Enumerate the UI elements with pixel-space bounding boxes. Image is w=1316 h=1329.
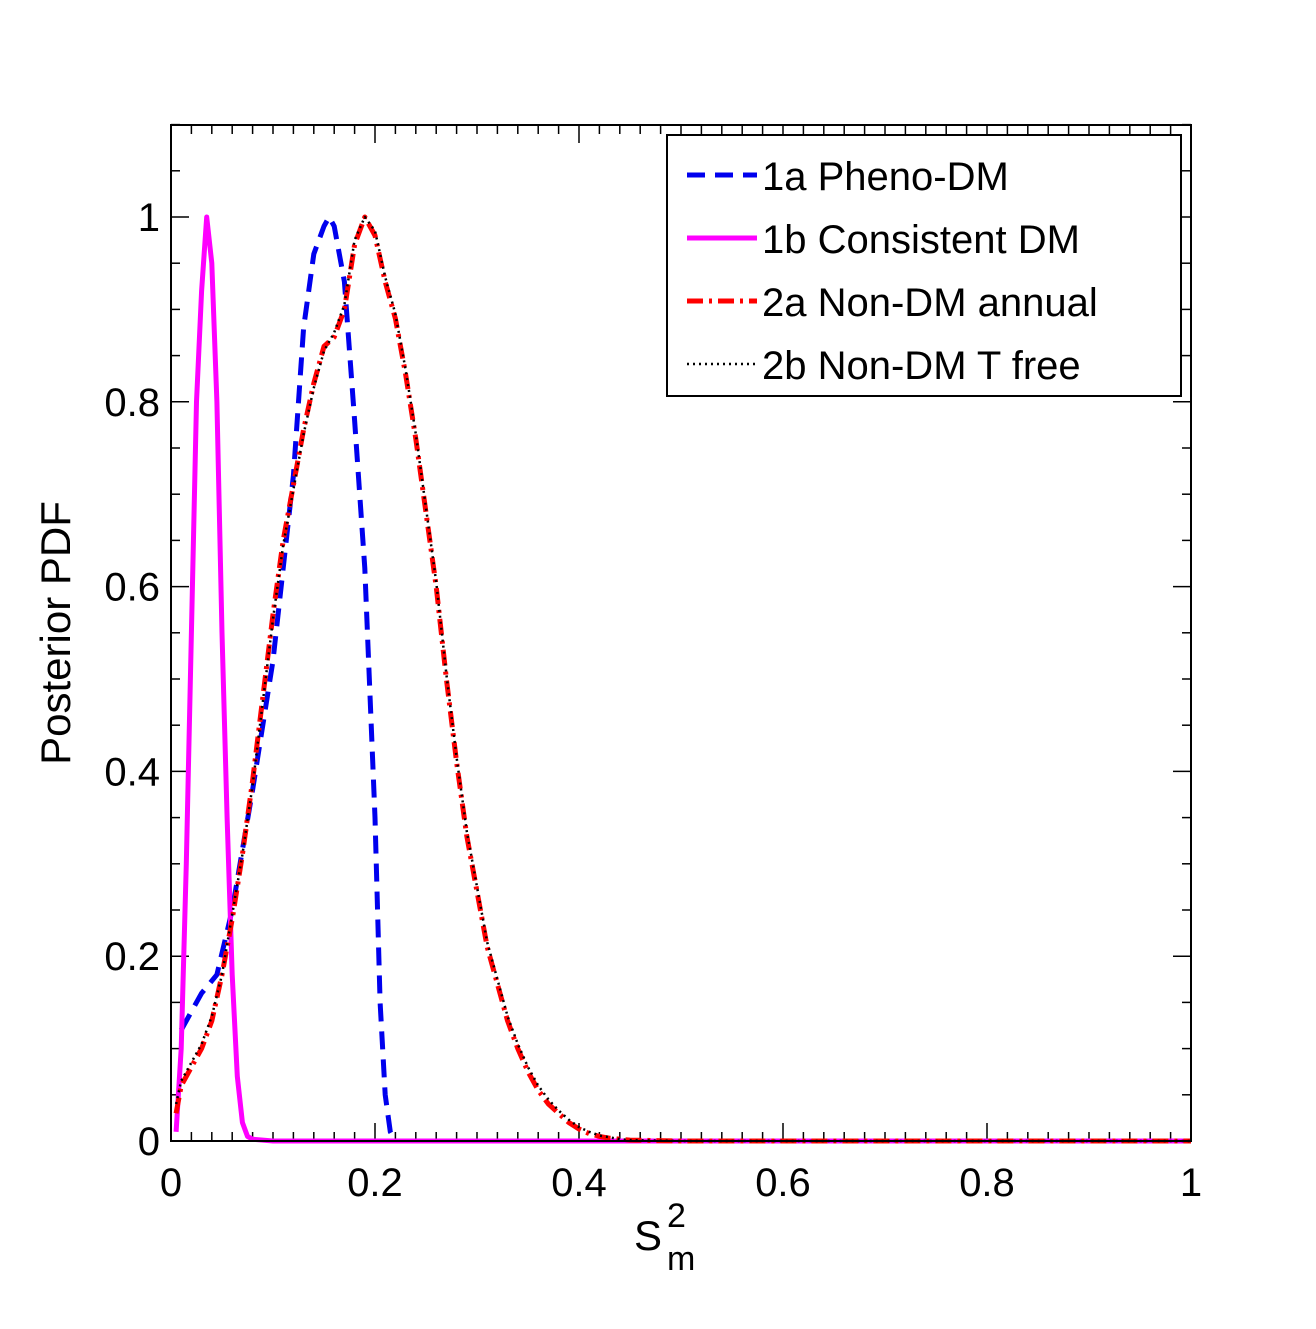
x-tick-label: 1 xyxy=(1180,1161,1202,1205)
legend-label-4: 2b Non-DM T free xyxy=(762,344,1081,388)
y-tick-label: 0.8 xyxy=(104,381,160,425)
x-axis-label-superscript: 2 xyxy=(667,1197,686,1235)
y-tick-label: 1 xyxy=(138,196,160,240)
legend-label-3: 2a Non-DM annual xyxy=(762,281,1098,325)
y-tick-label: 0.4 xyxy=(104,750,160,794)
x-tick-label: 0 xyxy=(160,1161,182,1205)
plot-frame xyxy=(170,124,1192,1142)
series-line-3 xyxy=(173,214,1191,1144)
y-tick-labels: 0 0.2 0.4 0.6 0.8 1 xyxy=(104,196,160,1164)
x-tick-label: 0.6 xyxy=(755,1161,811,1205)
series-line-1 xyxy=(179,214,398,1143)
legend-items: 1a Pheno-DM 1b Consistent DM 2a Non-DM ann… xyxy=(687,155,1098,388)
y-tick-label: 0.6 xyxy=(104,566,160,610)
y-tick-label: 0 xyxy=(138,1120,160,1164)
x-axis-label: S 2 m xyxy=(634,1197,695,1278)
y-tick-label: 0.2 xyxy=(104,935,160,979)
x-tick-labels: 0 0.2 0.4 0.6 0.8 1 xyxy=(160,1161,1202,1205)
legend-box xyxy=(666,134,1182,397)
x-tick-label: 0.2 xyxy=(347,1161,403,1205)
x-axis-label-base: S xyxy=(634,1212,662,1259)
legend: 1a Pheno-DM 1b Consistent DM 2a Non-DM ann… xyxy=(666,134,1182,397)
x-tick-label: 0.8 xyxy=(959,1161,1015,1205)
x-axis-label-subscript: m xyxy=(667,1240,695,1278)
x-tick-label: 0.4 xyxy=(551,1161,607,1205)
y-axis-label: Posterior PDF xyxy=(32,501,79,765)
legend-label-1: 1a Pheno-DM xyxy=(762,155,1009,199)
series-line-4 xyxy=(174,215,1191,1143)
legend-label-2: 1b Consistent DM xyxy=(762,218,1080,262)
